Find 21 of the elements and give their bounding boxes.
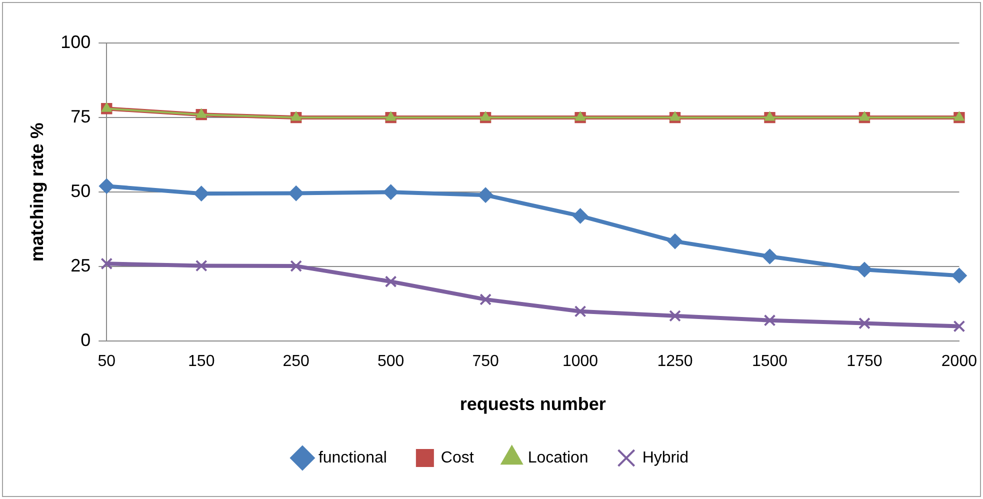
y-tick-label: 0: [80, 330, 91, 350]
legend-label: functional: [318, 449, 387, 466]
x-tick-label: 1750: [846, 353, 882, 370]
x-tick-label: 2000: [941, 353, 978, 370]
y-tick-label: 25: [70, 256, 91, 276]
x-axis-title: requests number: [460, 394, 606, 414]
legend-label: Hybrid: [642, 449, 689, 466]
x-tick-label: 1000: [562, 353, 598, 370]
x-tick-label: 1500: [752, 353, 788, 370]
y-tick-label: 100: [60, 32, 91, 52]
x-tick-label: 750: [472, 353, 499, 370]
y-tick-label: 75: [70, 106, 91, 127]
x-tick-label: 500: [377, 353, 404, 370]
x-tick-label: 150: [188, 353, 215, 370]
x-tick-label: 250: [282, 353, 310, 370]
x-tick-label: 50: [98, 353, 116, 370]
legend-label: Location: [528, 449, 588, 466]
x-tick-label: 1250: [657, 353, 693, 370]
legend-label: Cost: [440, 449, 474, 466]
y-axis-title: matching rate %: [26, 122, 47, 262]
y-tick-label: 50: [70, 181, 91, 202]
